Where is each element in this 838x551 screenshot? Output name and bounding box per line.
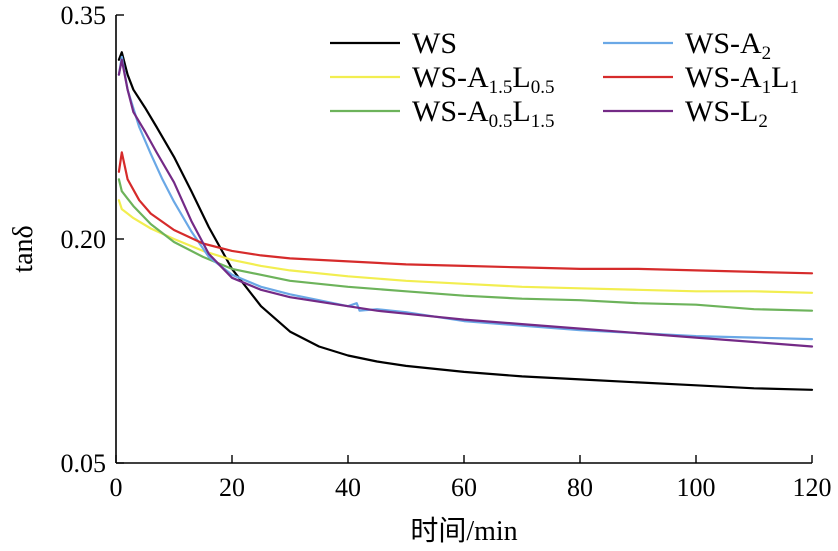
- x-tick-label: 100: [677, 473, 716, 502]
- x-tick-label: 20: [219, 473, 245, 502]
- x-axis-label: 时间/min: [410, 515, 517, 547]
- series-line-4: [117, 151, 814, 275]
- legend-label: WS-L2: [685, 95, 768, 132]
- y-axis-label: tanδ: [8, 225, 39, 272]
- x-tick-label: 60: [451, 473, 477, 502]
- series-line-1: [117, 199, 814, 294]
- legend-label: WS-A1L1: [685, 61, 799, 98]
- x-tick-label: 0: [110, 473, 123, 502]
- series-line-0: [117, 51, 814, 391]
- legend-label: WS: [412, 27, 457, 60]
- legend-label: WS-A0.5L1.5: [412, 95, 554, 132]
- y-tick-label: 0.35: [61, 1, 107, 30]
- x-tick-label: 80: [567, 473, 593, 502]
- ticks: 0 20 40 60 80 100 120 0.05 0.20 0.35: [61, 1, 832, 502]
- series-line-3: [117, 55, 814, 341]
- series-line-2: [117, 178, 814, 312]
- legend-label: WS-A1.5L0.5: [412, 61, 554, 98]
- series-line-5: [117, 58, 814, 348]
- y-tick-label: 0.20: [61, 225, 107, 254]
- plot-lines: [117, 51, 814, 391]
- legend-label: WS-A2: [685, 27, 771, 64]
- y-tick-label: 0.05: [61, 449, 107, 478]
- x-tick-label: 120: [793, 473, 832, 502]
- x-tick-label: 40: [335, 473, 361, 502]
